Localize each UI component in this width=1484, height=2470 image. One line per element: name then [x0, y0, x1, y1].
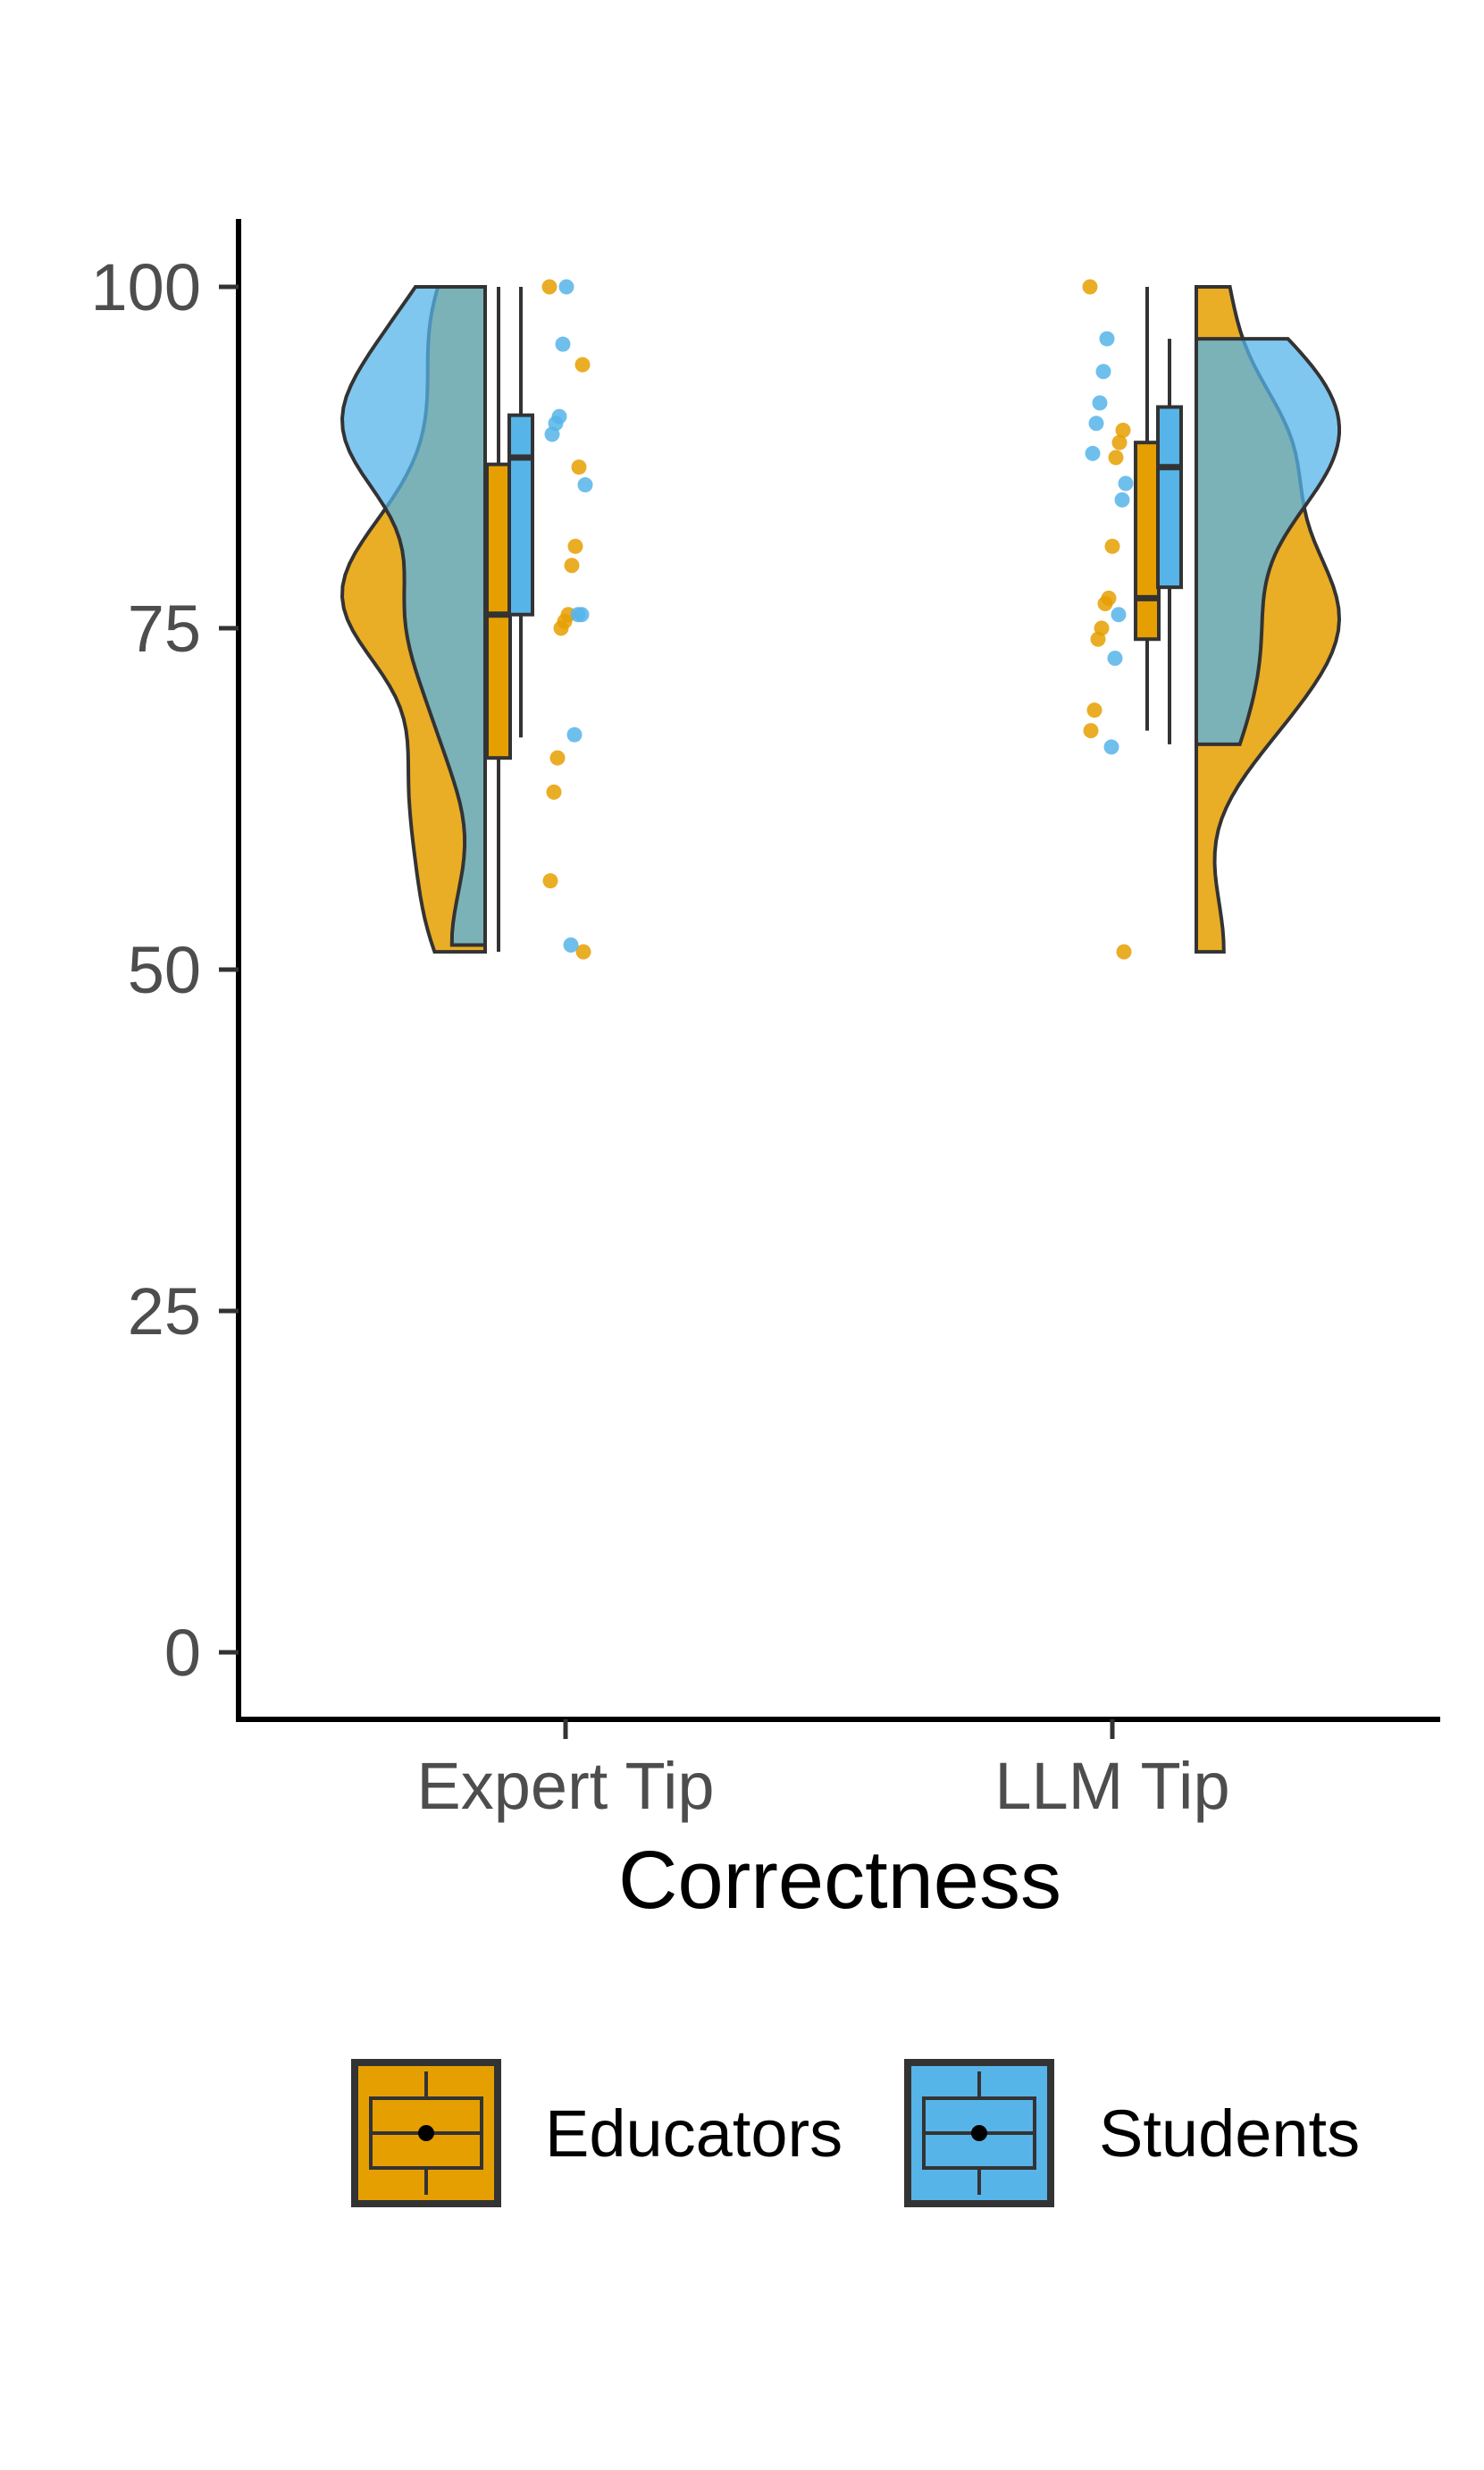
- point-educators-expert-tip: [571, 459, 587, 475]
- point-educators-llm-tip: [1115, 422, 1131, 438]
- legend-label-educators: Educators: [545, 2096, 843, 2171]
- legend-item-educators: Educators: [351, 2059, 843, 2207]
- legend-label-students: Students: [1099, 2096, 1360, 2171]
- point-educators-expert-tip: [542, 873, 558, 889]
- legend: Educators Students: [351, 2059, 1360, 2207]
- point-students-expert-tip: [563, 937, 579, 953]
- x-axis-title: Correctness: [618, 1835, 1061, 1926]
- y-tick-label-0: 0: [164, 1616, 201, 1690]
- legend-key-dot: [418, 2125, 434, 2141]
- boxplot-students-expert-tip: [507, 287, 534, 738]
- legend-key-dot: [971, 2125, 987, 2141]
- density-students-llm-tip: [1195, 337, 1341, 746]
- point-students-llm-tip: [1111, 607, 1127, 623]
- density-students-expert-tip: [340, 285, 487, 947]
- y-ticks: 0 25 50 75 100: [91, 250, 239, 1690]
- point-educators-llm-tip: [1082, 279, 1098, 295]
- point-students-expert-tip: [577, 477, 593, 493]
- y-tick-label-75: 75: [128, 592, 201, 666]
- point-educators-llm-tip: [1086, 702, 1103, 718]
- point-educators-expert-tip: [564, 558, 580, 574]
- point-students-llm-tip: [1088, 416, 1104, 432]
- x-tick-label-llm-tip: LLM Tip: [994, 1749, 1229, 1823]
- point-educators-expert-tip: [553, 620, 569, 636]
- x-ticks: Expert Tip LLM Tip: [416, 1719, 1230, 1823]
- legend-item-students: Students: [904, 2059, 1360, 2207]
- point-students-llm-tip: [1114, 491, 1130, 508]
- x-tick-label-expert-tip: Expert Tip: [416, 1749, 714, 1823]
- point-students-expert-tip: [544, 426, 560, 442]
- point-educators-llm-tip: [1104, 538, 1120, 554]
- point-educators-llm-tip: [1111, 434, 1128, 450]
- box-iqr: [507, 413, 534, 617]
- point-students-expert-tip: [555, 336, 571, 352]
- box-iqr: [1156, 405, 1183, 590]
- point-educators-expert-tip: [541, 279, 558, 295]
- point-students-llm-tip: [1099, 331, 1115, 347]
- point-students-expert-tip: [570, 607, 586, 623]
- density-layer: [340, 285, 1342, 954]
- point-students-llm-tip: [1103, 739, 1119, 755]
- point-educators-llm-tip: [1108, 449, 1124, 466]
- boxplot-layer: [485, 287, 1183, 953]
- boxplot-students-llm-tip: [1156, 339, 1183, 744]
- y-tick-label-100: 100: [91, 250, 201, 324]
- point-educators-expert-tip: [546, 784, 562, 800]
- box-iqr: [1134, 441, 1161, 642]
- point-educators-expert-tip: [574, 357, 591, 373]
- point-students-expert-tip: [566, 727, 583, 743]
- point-educators-llm-tip: [1097, 595, 1113, 611]
- y-tick-label-50: 50: [128, 933, 201, 1007]
- boxplot-educators-expert-tip: [485, 287, 512, 953]
- box-iqr: [485, 462, 512, 760]
- point-educators-expert-tip: [575, 944, 591, 960]
- point-educators-llm-tip: [1090, 631, 1106, 647]
- point-students-llm-tip: [1118, 475, 1134, 491]
- point-students-llm-tip: [1095, 364, 1111, 380]
- point-educators-llm-tip: [1116, 944, 1132, 960]
- point-students-llm-tip: [1092, 395, 1108, 411]
- point-students-llm-tip: [1107, 651, 1123, 667]
- y-tick-label-25: 25: [128, 1274, 201, 1348]
- boxplot-educators-llm-tip: [1134, 287, 1161, 731]
- points-layer: [541, 279, 1134, 960]
- point-students-expert-tip: [558, 279, 574, 295]
- point-educators-llm-tip: [1083, 723, 1099, 739]
- point-educators-expert-tip: [549, 750, 566, 766]
- point-educators-expert-tip: [567, 538, 583, 554]
- point-students-llm-tip: [1085, 445, 1101, 461]
